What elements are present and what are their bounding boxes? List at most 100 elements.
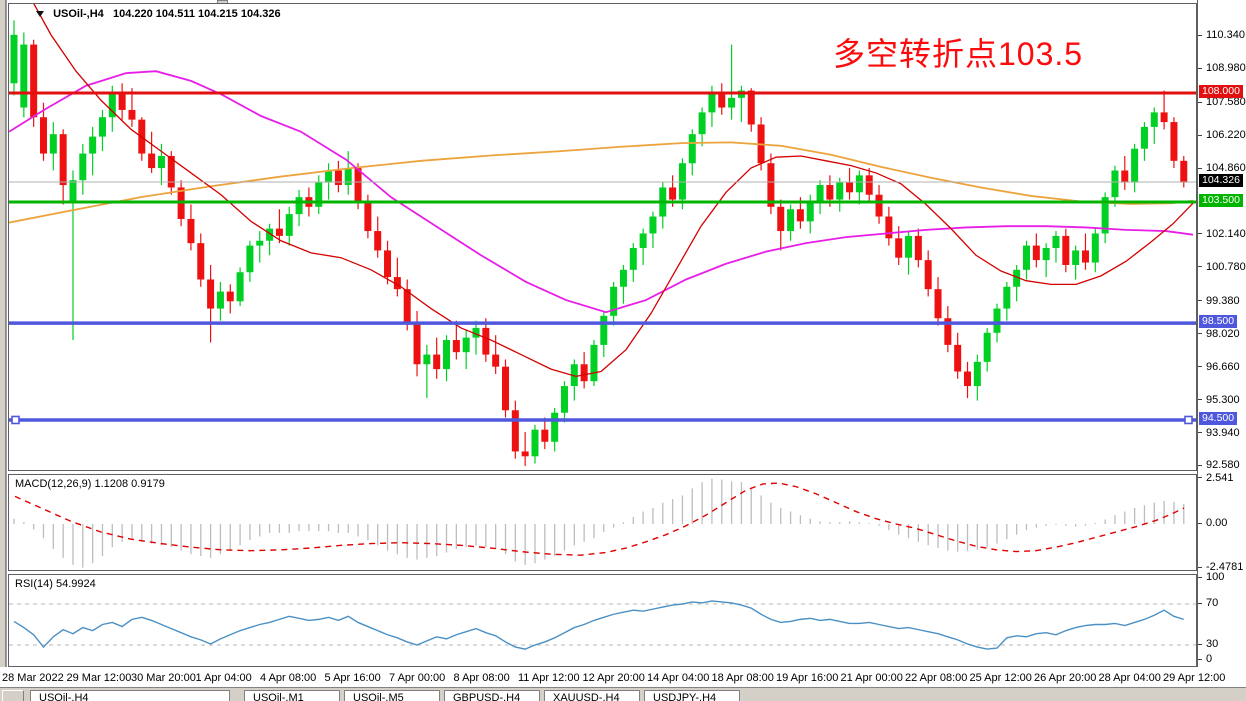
time-axis[interactable]: 28 Mar 2022 29 Mar 12:00 30 Mar 20:00 1 Apr… — [0, 667, 1246, 687]
time-label: 26 Apr 20:00 — [1034, 672, 1097, 684]
price-tick-label-dash — [1198, 233, 1202, 235]
rsi-tick-label-dash — [1198, 602, 1202, 604]
time-label: 28 Apr 04:00 — [1098, 672, 1161, 684]
rsi-pane: RSI(14) 54.9924 — [8, 574, 1197, 667]
price-tick-label-dash — [1198, 101, 1202, 103]
time-label: 18 Apr 08:00 — [711, 672, 774, 684]
macd-tick-label: -2.4781 — [1206, 561, 1244, 574]
candle-body — [403, 289, 411, 324]
candle-body — [59, 134, 67, 186]
candle-body — [649, 216, 657, 234]
main-chart-canvas[interactable] — [9, 4, 1196, 470]
candle-body — [98, 117, 106, 137]
candle-body — [423, 354, 431, 365]
candle-body — [905, 235, 913, 258]
time-label: 29 Mar 12:00 — [66, 672, 132, 684]
tab-scroll-button[interactable] — [2, 690, 24, 701]
candle-body — [20, 44, 28, 108]
price-badge-108.000: 108.000 — [1199, 85, 1243, 98]
candle-body — [1072, 250, 1080, 265]
candle-body — [531, 429, 539, 457]
chart-tab-GBPUSD-,H4[interactable]: GBPUSD-,H4 — [444, 690, 540, 701]
candle-body — [285, 214, 293, 236]
price-tick-label: 102.140 — [1206, 227, 1246, 240]
candle-body — [993, 308, 1001, 333]
time-label: 5 Apr 16:00 — [324, 672, 381, 684]
candle-body — [472, 327, 480, 338]
candle-body — [787, 209, 795, 232]
candle-body — [148, 153, 156, 169]
candle-body — [728, 97, 736, 108]
rsi-tick-label-dash — [1198, 576, 1202, 578]
price-tick-label: 93.940 — [1206, 426, 1240, 439]
candle-body — [983, 332, 991, 362]
rsi-label: RSI(14) 54.9924 — [15, 578, 96, 590]
price-badge-104.326: 104.326 — [1199, 173, 1243, 187]
chart-tab-USOil-,M1[interactable]: USOil-,M1 — [244, 690, 340, 701]
price-tick-label-dash — [1198, 333, 1202, 335]
candle-body — [678, 163, 686, 200]
candle-body — [560, 386, 568, 413]
candle-body — [600, 315, 608, 345]
candle-body — [747, 90, 755, 125]
price-badge-94.500: 94.500 — [1199, 411, 1238, 425]
candle-body — [570, 364, 578, 387]
candle-body — [157, 155, 165, 169]
time-label: 21 Apr 00:00 — [840, 672, 903, 684]
price-tick-label-dash — [1198, 134, 1202, 136]
symbol-dropdown-icon[interactable] — [36, 11, 44, 18]
ma-slow-orange — [9, 141, 1194, 224]
candle-body — [767, 163, 775, 207]
time-label: 8 Apr 08:00 — [453, 672, 510, 684]
candle-body — [167, 155, 175, 188]
price-tick-label-dash — [1198, 432, 1202, 434]
candle-body — [619, 269, 627, 287]
candle-body — [334, 170, 342, 186]
level-handle[interactable] — [1184, 415, 1193, 425]
chart-tab-label: USOil-,M5 — [353, 692, 404, 701]
candle-body — [954, 344, 962, 372]
price-badge-98.500: 98.500 — [1199, 315, 1238, 329]
time-label: 25 Apr 12:00 — [969, 672, 1032, 684]
candle-body — [187, 218, 195, 244]
price-axis[interactable]: 110.340 108.980 107.580 106.220 104.860 102.1… — [1197, 0, 1246, 687]
ma-mid-magenta — [9, 70, 1194, 314]
rsi-canvas[interactable] — [9, 575, 1196, 666]
macd-label: MACD(12,26,9) 1.1208 0.9179 — [15, 478, 165, 490]
time-label: 14 Apr 04:00 — [647, 672, 710, 684]
candle-body — [325, 170, 333, 183]
chart-tab-USOil-,M5[interactable]: USOil-,M5 — [344, 690, 440, 701]
candle-body — [236, 272, 244, 302]
candle-body — [511, 410, 519, 452]
candle-body — [973, 361, 981, 387]
chart-tab-strip: USOil-,H4 USOil-,M1 USOil-,M5 GBPUSD-,H4 XAU… — [0, 687, 1246, 701]
time-label: 19 Apr 16:00 — [776, 672, 839, 684]
candle-body — [69, 180, 77, 202]
time-label: 22 Apr 08:00 — [905, 672, 968, 684]
level-handle[interactable] — [11, 415, 20, 425]
chart-tab-USDJPY-,H4[interactable]: USDJPY-,H4 — [644, 690, 740, 701]
chart-tab-XAUUSD-,H4[interactable]: XAUUSD-,H4 — [544, 690, 640, 701]
price-tick-label-dash — [1198, 399, 1202, 401]
candle-body — [246, 245, 254, 273]
macd-tick-label: 2.541 — [1206, 471, 1234, 484]
candle-body — [1091, 233, 1099, 263]
main-chart-pane — [8, 3, 1197, 471]
candle-body — [315, 182, 323, 207]
price-tick-label-dash — [1198, 67, 1202, 69]
rsi-line — [13, 600, 1184, 650]
rsi-tick-label-dash — [1198, 658, 1202, 660]
candle-body — [108, 93, 116, 118]
candle-body — [875, 194, 883, 217]
chart-tab-USOil-,H4[interactable]: USOil-,H4 — [30, 690, 230, 701]
candle-body — [521, 451, 529, 457]
candle-body — [551, 412, 559, 442]
candle-body — [118, 93, 126, 110]
candle-body — [964, 371, 972, 387]
candle-body — [1032, 245, 1040, 261]
macd-canvas[interactable] — [9, 475, 1196, 570]
rsi-tick-label: 30 — [1206, 638, 1219, 650]
candle-body — [1101, 197, 1109, 234]
candle-body — [10, 34, 18, 84]
candle-body — [826, 185, 834, 200]
